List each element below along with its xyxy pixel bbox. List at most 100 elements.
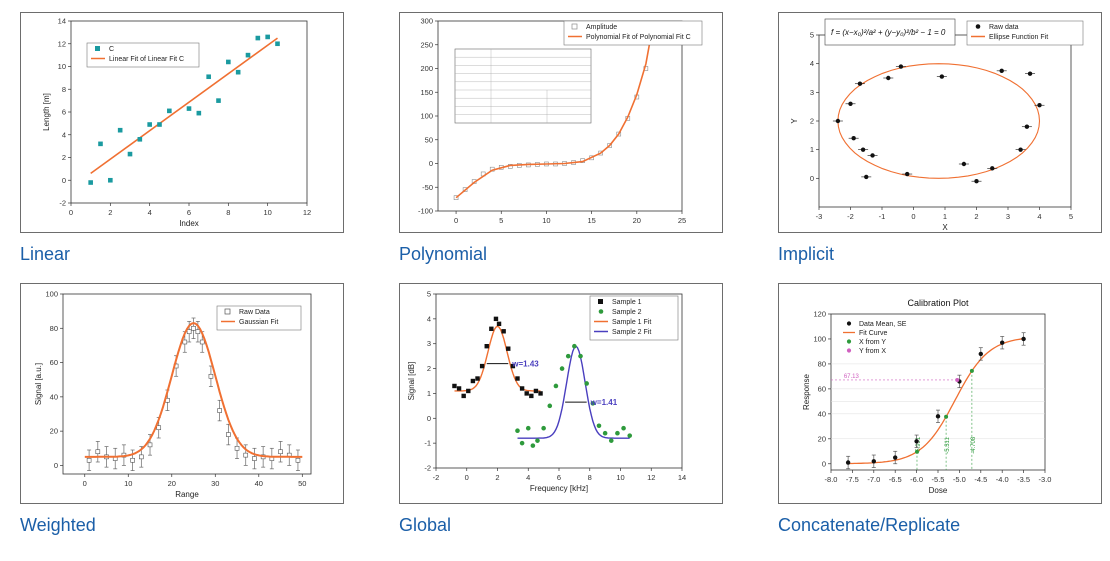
y-tick-label: 6: [62, 108, 66, 117]
legend-swatch: [975, 24, 981, 29]
legend-label: Sample 1 Fit: [612, 319, 651, 326]
data-point: [206, 74, 211, 80]
caption-global[interactable]: Global: [399, 515, 452, 535]
data-point: [978, 351, 983, 357]
y-axis-label: Response: [802, 373, 811, 410]
caption-implicit[interactable]: Implicit: [778, 244, 835, 264]
y-tick-label: 0: [54, 461, 58, 470]
data-point: [519, 386, 525, 391]
data-point: [578, 353, 583, 359]
y-axis-label: Y: [790, 118, 799, 124]
data-point: [1037, 103, 1042, 108]
x-tick-label: -2: [433, 473, 440, 482]
y-tick-label: 120: [813, 310, 826, 319]
legend-label: Polynomial Fit of Polynomial Fit C: [586, 34, 691, 41]
data-point: [615, 430, 620, 436]
data-point: [226, 432, 231, 437]
x-from-y-label: -5.991: [916, 436, 922, 454]
x-tick-label: -5.5: [932, 475, 945, 484]
y-tick-label: 100: [420, 112, 433, 121]
data-point: [139, 454, 144, 460]
legend-label: Y from X: [859, 348, 886, 355]
data-point: [456, 386, 462, 391]
data-point: [553, 383, 559, 389]
data-point: [191, 325, 196, 331]
data-point: [95, 449, 101, 455]
data-point: [147, 442, 153, 448]
y-tick-label: 3: [810, 88, 814, 97]
y-tick-label: -50: [422, 183, 433, 192]
data-point: [961, 161, 967, 167]
data-point: [226, 59, 231, 65]
data-point: [598, 150, 603, 156]
y-tick-label: 250: [420, 40, 433, 49]
data-point: [245, 52, 251, 58]
caption-concatenate[interactable]: Concatenate/Replicate: [778, 515, 961, 535]
y-tick-label: -100: [418, 207, 433, 216]
legend-label: Sample 2: [612, 309, 642, 316]
x-tick-label: 8: [588, 473, 592, 482]
x-tick-label: -6.5: [889, 475, 902, 484]
y-tick-label: 5: [427, 290, 431, 299]
y-tick-label: 20: [818, 434, 826, 443]
y-tick-label: -1: [424, 439, 431, 448]
data-point: [515, 428, 520, 434]
y-tick-label: 300: [420, 17, 433, 26]
data-point: [195, 329, 201, 335]
x-tick-label: 20: [168, 479, 176, 488]
x-tick-label: -4.0: [996, 475, 1009, 484]
data-point: [851, 136, 856, 141]
x-axis-label: Dose: [929, 486, 948, 495]
y-tick-label: 10: [58, 62, 66, 71]
x-tick-label: -6.0: [910, 475, 923, 484]
x-tick-label: 10: [263, 208, 271, 217]
caption-weighted[interactable]: Weighted: [20, 515, 96, 535]
data-point: [108, 177, 113, 183]
data-point: [524, 391, 529, 396]
data-point: [547, 403, 553, 409]
x-tick-label: 0: [83, 479, 87, 488]
legend-swatch: [598, 299, 603, 304]
data-point: [475, 376, 480, 381]
data-point: [117, 127, 123, 133]
x-tick-label: 5: [1069, 212, 1073, 221]
y-tick-label: 60: [818, 384, 826, 393]
data-point: [88, 180, 93, 185]
legend-label: C: [109, 46, 114, 53]
data-point: [496, 321, 502, 327]
fit-curve: [848, 337, 1024, 465]
y-tick-label: 100: [45, 290, 58, 299]
y-axis-label: Signal [dB]: [407, 362, 416, 401]
y-tick-label: 2: [810, 117, 814, 126]
y-tick-label: 4: [62, 130, 66, 139]
data-point: [893, 455, 898, 460]
y-tick-label: 0: [810, 174, 814, 183]
legend-label: Ellipse Function Fit: [989, 34, 1048, 41]
y-tick-label: 8: [62, 85, 66, 94]
y-tick-label: 1: [810, 145, 814, 154]
chart-svg-polynomial: 0 5 10 15 20 25 -100 -50 0 50 100 150 200 250 300 Ampli…: [418, 17, 703, 225]
caption-linear[interactable]: Linear: [20, 244, 71, 264]
x-tick-label: 0: [465, 473, 469, 482]
data-point: [1021, 336, 1026, 342]
data-point: [935, 414, 941, 419]
chart-title: Calibration Plot: [907, 298, 969, 308]
x-from-y-label: -5.311: [945, 437, 951, 454]
y-tick-label: 1: [427, 389, 431, 398]
caption-polynomial[interactable]: Polynomial: [399, 244, 488, 264]
data-point: [1024, 124, 1030, 129]
chart-svg-implicit: -3 -2 -1 0 1 2 3 4 5 0 1 2 3 4 5 X Y Raw data Ellipse Func…: [790, 18, 1084, 232]
data-point: [252, 456, 257, 461]
chart-concatenate: -8.0 -7.5 -7.0 -6.5 -6.0 -5.5 -5.0 -4.5 -4.0 -3.5…: [778, 283, 1102, 504]
data-point: [535, 438, 540, 443]
legend-box: [86, 42, 200, 68]
y-tick-label: 12: [58, 39, 66, 48]
data-point: [196, 110, 202, 116]
data-point: [216, 98, 221, 103]
y-tick-label: 14: [58, 17, 66, 26]
data-point: [479, 363, 485, 369]
data-point: [519, 440, 525, 446]
x-tick-label: -5.0: [953, 475, 966, 484]
legend-label: Gaussian Fit: [239, 319, 278, 326]
